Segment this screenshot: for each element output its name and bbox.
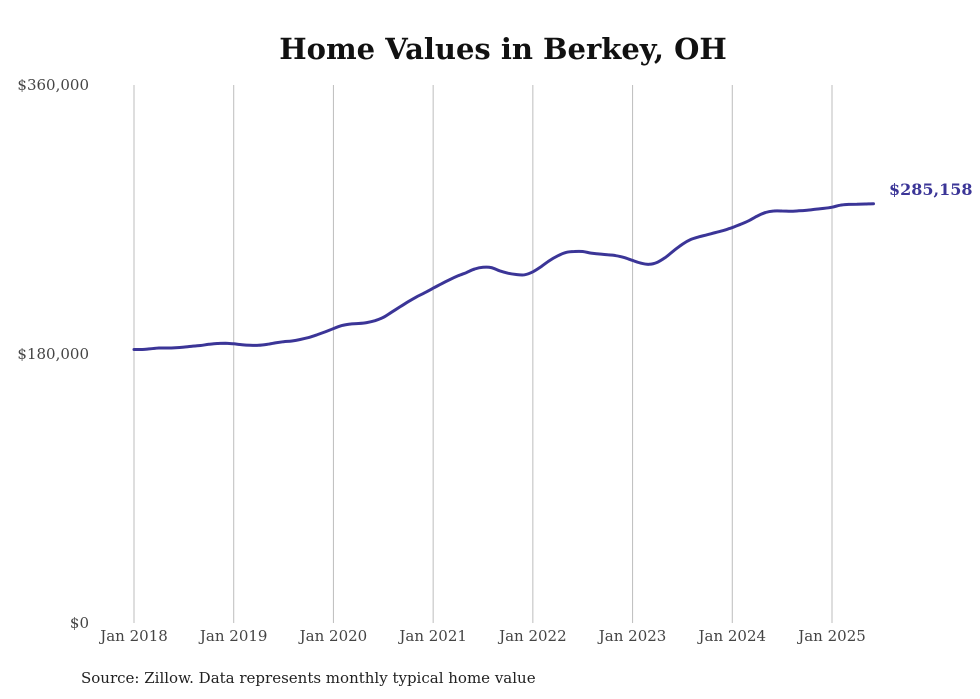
home-value-line	[132, 202, 875, 352]
y-tick-label: $180,000	[17, 345, 89, 363]
x-tick-label: Jan 2023	[597, 627, 667, 645]
source-note: Source: Zillow. Data represents monthly …	[81, 669, 536, 687]
y-axis-ticks: $0 $180,000 $360,000	[17, 76, 89, 632]
latest-value-label: $285,158	[889, 180, 973, 199]
y-tick-label: $0	[70, 614, 89, 632]
x-tick-label: Jan 2022	[497, 627, 567, 645]
gridlines	[133, 85, 833, 623]
x-tick-label: Jan 2019	[198, 627, 268, 645]
x-tick-label: Jan 2018	[98, 627, 168, 645]
chart-title: Home Values in Berkey, OH	[279, 32, 727, 66]
x-tick-label: Jan 2021	[397, 627, 467, 645]
y-tick-label: $360,000	[17, 76, 89, 94]
x-tick-label: Jan 2025	[796, 627, 866, 645]
x-axis-ticks: Jan 2018 Jan 2019 Jan 2020 Jan 2021 Jan 2022…	[98, 627, 866, 645]
x-tick-label: Jan 2020	[298, 627, 368, 645]
x-tick-label: Jan 2024	[697, 627, 767, 645]
